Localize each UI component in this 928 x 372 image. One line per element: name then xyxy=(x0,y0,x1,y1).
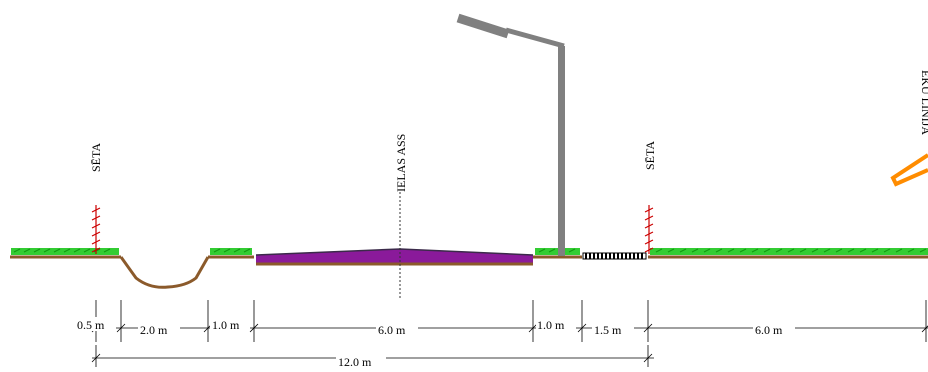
dim-0-5: 0.5 m xyxy=(77,318,105,332)
dim-1-0-left: 1.0 m xyxy=(212,318,240,332)
grass-sidewalk xyxy=(535,248,580,255)
label-seta-right: SĒTA xyxy=(643,141,657,170)
street-light xyxy=(456,13,565,256)
dimension-row-1 xyxy=(82,300,928,342)
sidewalk-strip xyxy=(582,252,647,260)
dim-6-0-right: 6.0 m xyxy=(755,323,783,337)
label-road-axis: IELAS ASS xyxy=(394,134,408,192)
label-seta-left: SĒTA xyxy=(89,143,103,172)
dim-1-0-right: 1.0 m xyxy=(537,318,565,332)
road-asphalt xyxy=(256,249,533,263)
label-building-line: ĒKU LĪNIJA xyxy=(919,70,928,135)
dimension-labels: 0.5 m 2.0 m 1.0 m 6.0 m 1.0 m 1.5 m 6.0 … xyxy=(76,317,795,369)
dim-2-0: 2.0 m xyxy=(140,323,168,337)
dim-1-5: 1.5 m xyxy=(594,323,622,337)
grass-ditch-right xyxy=(210,248,252,255)
fence-right xyxy=(644,205,654,254)
dim-6-0-road: 6.0 m xyxy=(378,323,406,337)
building-outline xyxy=(890,153,928,187)
fence-left xyxy=(91,205,101,254)
dim-total-12-0: 12.0 m xyxy=(338,355,372,367)
grass-texture xyxy=(13,248,927,253)
ditch xyxy=(119,256,210,289)
